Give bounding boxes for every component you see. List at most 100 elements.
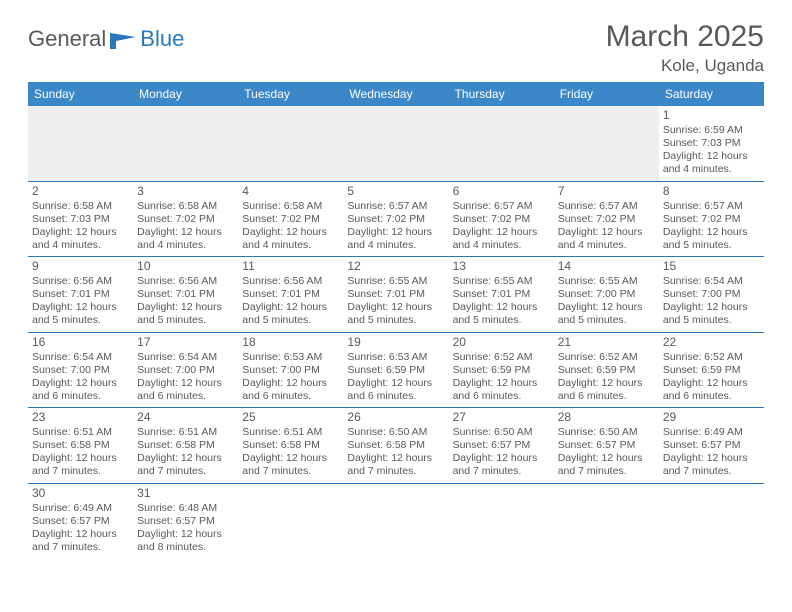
sunrise-line: Sunrise: 6:52 AM bbox=[663, 351, 760, 364]
sunrise-line: Sunrise: 6:50 AM bbox=[453, 426, 550, 439]
sunset-line: Sunset: 7:02 PM bbox=[347, 213, 444, 226]
day-number: 16 bbox=[32, 335, 129, 350]
calendar-day-cell: 18Sunrise: 6:53 AMSunset: 7:00 PMDayligh… bbox=[238, 332, 343, 408]
daylight-line: Daylight: 12 hours and 5 minutes. bbox=[663, 301, 760, 327]
daylight-line: Daylight: 12 hours and 7 minutes. bbox=[32, 452, 129, 478]
day-number: 3 bbox=[137, 184, 234, 199]
sunset-line: Sunset: 6:57 PM bbox=[137, 515, 234, 528]
daylight-line: Daylight: 12 hours and 6 minutes. bbox=[347, 377, 444, 403]
sunrise-line: Sunrise: 6:57 AM bbox=[347, 200, 444, 213]
day-number: 29 bbox=[663, 410, 760, 425]
calendar-day-cell: 14Sunrise: 6:55 AMSunset: 7:00 PMDayligh… bbox=[554, 257, 659, 333]
day-number: 14 bbox=[558, 259, 655, 274]
weekday-header: Tuesday bbox=[238, 82, 343, 106]
day-number: 24 bbox=[137, 410, 234, 425]
daylight-line: Daylight: 12 hours and 7 minutes. bbox=[347, 452, 444, 478]
sunrise-line: Sunrise: 6:55 AM bbox=[347, 275, 444, 288]
sunset-line: Sunset: 6:57 PM bbox=[453, 439, 550, 452]
sunrise-line: Sunrise: 6:53 AM bbox=[242, 351, 339, 364]
calendar-day-cell: 25Sunrise: 6:51 AMSunset: 6:58 PMDayligh… bbox=[238, 408, 343, 484]
sunset-line: Sunset: 6:59 PM bbox=[453, 364, 550, 377]
logo-flag-icon bbox=[110, 31, 136, 49]
sunset-line: Sunset: 6:57 PM bbox=[663, 439, 760, 452]
daylight-line: Daylight: 12 hours and 5 minutes. bbox=[242, 301, 339, 327]
calendar-day-cell: 4Sunrise: 6:58 AMSunset: 7:02 PMDaylight… bbox=[238, 181, 343, 257]
logo: General Blue bbox=[28, 26, 184, 52]
daylight-line: Daylight: 12 hours and 4 minutes. bbox=[663, 150, 760, 176]
weekday-header: Friday bbox=[554, 82, 659, 106]
sunset-line: Sunset: 7:02 PM bbox=[137, 213, 234, 226]
calendar-day-cell: 11Sunrise: 6:56 AMSunset: 7:01 PMDayligh… bbox=[238, 257, 343, 333]
page-title: March 2025 bbox=[606, 20, 764, 54]
daylight-line: Daylight: 12 hours and 6 minutes. bbox=[453, 377, 550, 403]
calendar-day-cell bbox=[449, 106, 554, 181]
calendar-day-cell: 31Sunrise: 6:48 AMSunset: 6:57 PMDayligh… bbox=[133, 483, 238, 558]
calendar-day-cell: 12Sunrise: 6:55 AMSunset: 7:01 PMDayligh… bbox=[343, 257, 448, 333]
calendar-day-cell: 8Sunrise: 6:57 AMSunset: 7:02 PMDaylight… bbox=[659, 181, 764, 257]
sunset-line: Sunset: 6:58 PM bbox=[137, 439, 234, 452]
sunrise-line: Sunrise: 6:51 AM bbox=[32, 426, 129, 439]
sunset-line: Sunset: 7:02 PM bbox=[453, 213, 550, 226]
sunset-line: Sunset: 7:00 PM bbox=[663, 288, 760, 301]
sunset-line: Sunset: 7:01 PM bbox=[347, 288, 444, 301]
sunrise-line: Sunrise: 6:52 AM bbox=[453, 351, 550, 364]
daylight-line: Daylight: 12 hours and 6 minutes. bbox=[137, 377, 234, 403]
sunset-line: Sunset: 7:01 PM bbox=[32, 288, 129, 301]
calendar-day-cell: 19Sunrise: 6:53 AMSunset: 6:59 PMDayligh… bbox=[343, 332, 448, 408]
sunrise-line: Sunrise: 6:49 AM bbox=[663, 426, 760, 439]
day-number: 28 bbox=[558, 410, 655, 425]
sunset-line: Sunset: 7:00 PM bbox=[32, 364, 129, 377]
sunrise-line: Sunrise: 6:53 AM bbox=[347, 351, 444, 364]
sunset-line: Sunset: 7:03 PM bbox=[32, 213, 129, 226]
calendar-week-row: 9Sunrise: 6:56 AMSunset: 7:01 PMDaylight… bbox=[28, 257, 764, 333]
calendar-day-cell bbox=[238, 483, 343, 558]
weekday-header: Wednesday bbox=[343, 82, 448, 106]
daylight-line: Daylight: 12 hours and 8 minutes. bbox=[137, 528, 234, 554]
calendar-day-cell bbox=[449, 483, 554, 558]
daylight-line: Daylight: 12 hours and 4 minutes. bbox=[453, 226, 550, 252]
sunrise-line: Sunrise: 6:54 AM bbox=[663, 275, 760, 288]
title-block: March 2025 Kole, Uganda bbox=[606, 20, 764, 76]
sunset-line: Sunset: 7:02 PM bbox=[242, 213, 339, 226]
day-number: 4 bbox=[242, 184, 339, 199]
day-number: 22 bbox=[663, 335, 760, 350]
sunrise-line: Sunrise: 6:58 AM bbox=[32, 200, 129, 213]
sunrise-line: Sunrise: 6:51 AM bbox=[242, 426, 339, 439]
weekday-header: Saturday bbox=[659, 82, 764, 106]
day-number: 20 bbox=[453, 335, 550, 350]
sunrise-line: Sunrise: 6:48 AM bbox=[137, 502, 234, 515]
sunrise-line: Sunrise: 6:52 AM bbox=[558, 351, 655, 364]
calendar-day-cell: 30Sunrise: 6:49 AMSunset: 6:57 PMDayligh… bbox=[28, 483, 133, 558]
sunset-line: Sunset: 6:57 PM bbox=[32, 515, 129, 528]
sunset-line: Sunset: 6:58 PM bbox=[32, 439, 129, 452]
location-label: Kole, Uganda bbox=[606, 56, 764, 76]
day-number: 30 bbox=[32, 486, 129, 501]
sunrise-line: Sunrise: 6:54 AM bbox=[32, 351, 129, 364]
weekday-header: Sunday bbox=[28, 82, 133, 106]
day-number: 23 bbox=[32, 410, 129, 425]
weekday-header: Thursday bbox=[449, 82, 554, 106]
calendar-day-cell bbox=[133, 106, 238, 181]
calendar-day-cell: 15Sunrise: 6:54 AMSunset: 7:00 PMDayligh… bbox=[659, 257, 764, 333]
logo-text-1: General bbox=[28, 26, 106, 52]
calendar-day-cell bbox=[28, 106, 133, 181]
sunset-line: Sunset: 6:58 PM bbox=[242, 439, 339, 452]
sunrise-line: Sunrise: 6:58 AM bbox=[137, 200, 234, 213]
day-number: 13 bbox=[453, 259, 550, 274]
calendar-day-cell: 10Sunrise: 6:56 AMSunset: 7:01 PMDayligh… bbox=[133, 257, 238, 333]
calendar-week-row: 23Sunrise: 6:51 AMSunset: 6:58 PMDayligh… bbox=[28, 408, 764, 484]
daylight-line: Daylight: 12 hours and 5 minutes. bbox=[347, 301, 444, 327]
daylight-line: Daylight: 12 hours and 7 minutes. bbox=[663, 452, 760, 478]
daylight-line: Daylight: 12 hours and 4 minutes. bbox=[32, 226, 129, 252]
day-number: 25 bbox=[242, 410, 339, 425]
calendar-day-cell: 3Sunrise: 6:58 AMSunset: 7:02 PMDaylight… bbox=[133, 181, 238, 257]
calendar-day-cell: 13Sunrise: 6:55 AMSunset: 7:01 PMDayligh… bbox=[449, 257, 554, 333]
daylight-line: Daylight: 12 hours and 6 minutes. bbox=[242, 377, 339, 403]
sunrise-line: Sunrise: 6:57 AM bbox=[663, 200, 760, 213]
day-number: 1 bbox=[663, 108, 760, 123]
calendar-day-cell: 20Sunrise: 6:52 AMSunset: 6:59 PMDayligh… bbox=[449, 332, 554, 408]
calendar-day-cell: 17Sunrise: 6:54 AMSunset: 7:00 PMDayligh… bbox=[133, 332, 238, 408]
sunrise-line: Sunrise: 6:55 AM bbox=[558, 275, 655, 288]
day-number: 26 bbox=[347, 410, 444, 425]
calendar-table: SundayMondayTuesdayWednesdayThursdayFrid… bbox=[28, 82, 764, 558]
